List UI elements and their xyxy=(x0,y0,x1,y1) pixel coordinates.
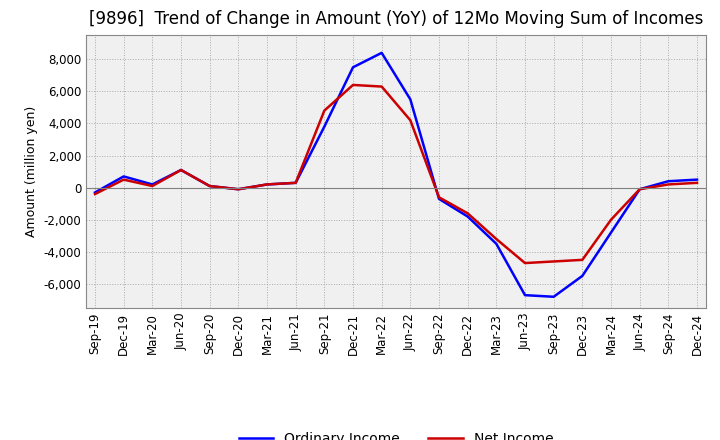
Net Income xyxy=(635,187,644,192)
Ordinary Income xyxy=(607,230,616,235)
Net Income xyxy=(120,177,128,182)
Net Income xyxy=(406,117,415,123)
Title: [9896]  Trend of Change in Amount (YoY) of 12Mo Moving Sum of Incomes: [9896] Trend of Change in Amount (YoY) o… xyxy=(89,10,703,28)
Net Income xyxy=(521,260,529,266)
Ordinary Income xyxy=(521,293,529,298)
Net Income xyxy=(377,84,386,89)
Net Income xyxy=(234,187,243,192)
Ordinary Income xyxy=(263,182,271,187)
Net Income xyxy=(492,236,500,242)
Y-axis label: Amount (million yen): Amount (million yen) xyxy=(25,106,38,237)
Net Income xyxy=(435,194,444,200)
Net Income xyxy=(176,167,185,172)
Net Income xyxy=(607,217,616,222)
Net Income xyxy=(148,183,157,189)
Ordinary Income xyxy=(635,187,644,192)
Net Income xyxy=(578,257,587,263)
Ordinary Income xyxy=(148,182,157,187)
Net Income xyxy=(664,182,672,187)
Ordinary Income xyxy=(693,177,701,182)
Net Income xyxy=(263,182,271,187)
Net Income xyxy=(91,191,99,197)
Ordinary Income xyxy=(348,65,357,70)
Line: Ordinary Income: Ordinary Income xyxy=(95,53,697,297)
Line: Net Income: Net Income xyxy=(95,85,697,263)
Ordinary Income xyxy=(120,174,128,179)
Ordinary Income xyxy=(578,273,587,279)
Ordinary Income xyxy=(320,124,328,129)
Net Income xyxy=(320,108,328,113)
Net Income xyxy=(292,180,300,186)
Net Income xyxy=(464,211,472,216)
Ordinary Income xyxy=(377,50,386,55)
Ordinary Income xyxy=(492,241,500,246)
Net Income xyxy=(549,259,558,264)
Ordinary Income xyxy=(464,214,472,219)
Net Income xyxy=(693,180,701,186)
Ordinary Income xyxy=(664,179,672,184)
Ordinary Income xyxy=(292,180,300,186)
Ordinary Income xyxy=(435,196,444,202)
Ordinary Income xyxy=(549,294,558,299)
Ordinary Income xyxy=(406,97,415,102)
Ordinary Income xyxy=(205,183,214,189)
Net Income xyxy=(205,183,214,189)
Ordinary Income xyxy=(91,190,99,195)
Net Income xyxy=(348,82,357,88)
Ordinary Income xyxy=(234,187,243,192)
Legend: Ordinary Income, Net Income: Ordinary Income, Net Income xyxy=(233,426,559,440)
Ordinary Income xyxy=(176,167,185,172)
